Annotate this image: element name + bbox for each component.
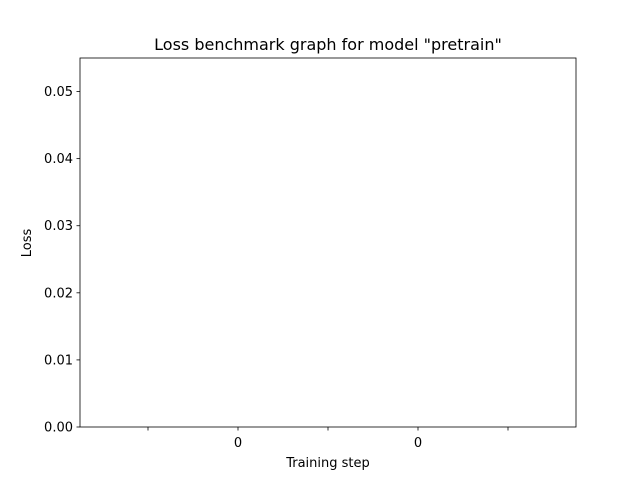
x-tick-label: 0 [414, 436, 422, 451]
chart-title: Loss benchmark graph for model "pretrain… [154, 35, 502, 54]
y-axis: 0.00 0.01 0.02 0.03 0.04 0.05 [44, 85, 80, 436]
x-axis-label: Training step [285, 456, 370, 471]
x-tick-label: 0 [234, 436, 242, 451]
axes-frame [79, 57, 577, 428]
y-tick-label: 0.00 [44, 421, 73, 436]
y-axis-label: Loss [20, 229, 35, 258]
y-tick-label: 0.03 [44, 219, 73, 234]
y-tick-label: 0.01 [44, 353, 73, 368]
y-tick-label: 0.05 [44, 85, 73, 100]
y-tick-label: 0.02 [44, 286, 73, 301]
y-tick-label: 0.04 [44, 152, 73, 167]
